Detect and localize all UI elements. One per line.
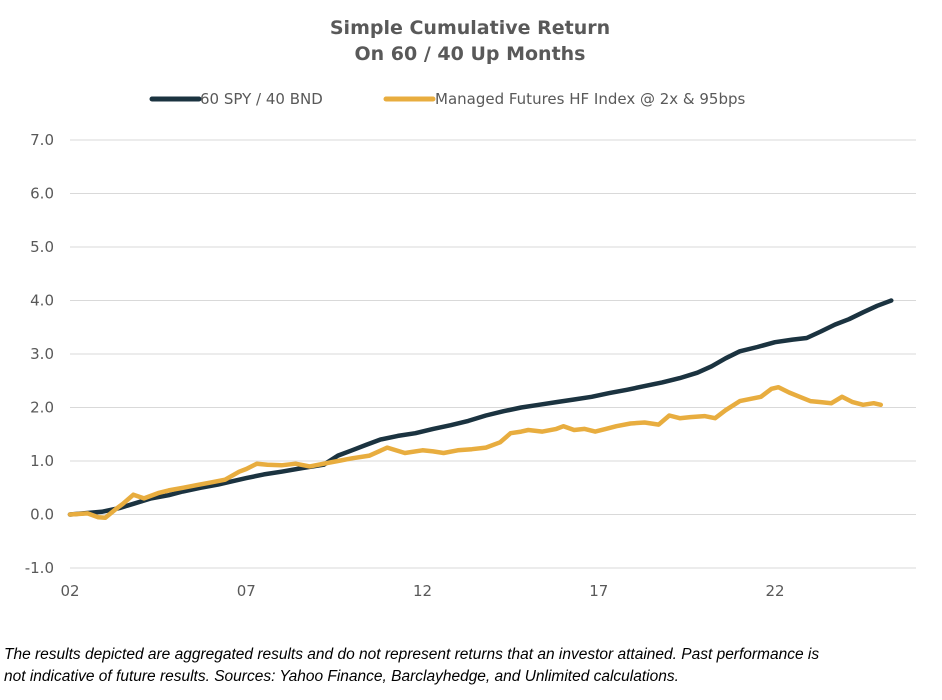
series-lines	[67, 298, 894, 520]
legend-label-series-1: 60 SPY / 40 BND	[200, 90, 323, 108]
y-tick-label: 7.0	[30, 131, 54, 149]
x-tick-label: 12	[413, 582, 432, 600]
x-tick-label: 07	[237, 582, 256, 600]
x-tick-label: 02	[60, 582, 79, 600]
y-tick-label: 5.0	[30, 238, 54, 256]
gridlines	[70, 139, 916, 569]
series-line-1	[67, 298, 894, 517]
y-tick-label: 6.0	[30, 185, 54, 203]
x-tick-label: 22	[765, 582, 784, 600]
footnote-line-1: The results depicted are aggregated resu…	[4, 646, 820, 663]
legend: 60 SPY / 40 BND Managed Futures HF Index…	[149, 90, 746, 108]
chart-title: Simple Cumulative Return	[330, 17, 610, 39]
legend-label-series-2: Managed Futures HF Index @ 2x & 95bps	[435, 90, 746, 108]
footnote-line-2: not indicative of future results. Source…	[4, 668, 679, 685]
y-tick-label: -1.0	[25, 559, 54, 577]
y-axis-ticks: 7.0 6.0 5.0 4.0 3.0 2.0 1.0 0.0 -1.0	[25, 131, 54, 577]
x-axis-ticks: 02 07 12 17 22	[60, 582, 784, 600]
y-tick-label: 2.0	[30, 399, 54, 417]
y-tick-label: 0.0	[30, 506, 54, 524]
chart-subtitle: On 60 / 40 Up Months	[354, 43, 585, 65]
series-line-2	[67, 384, 884, 520]
x-tick-label: 17	[589, 582, 608, 600]
y-tick-label: 1.0	[30, 452, 54, 470]
footnote: The results depicted are aggregated resu…	[4, 644, 940, 688]
chart: Simple Cumulative Return On 60 / 40 Up M…	[25, 17, 916, 600]
y-tick-label: 4.0	[30, 292, 54, 310]
y-tick-label: 3.0	[30, 345, 54, 363]
